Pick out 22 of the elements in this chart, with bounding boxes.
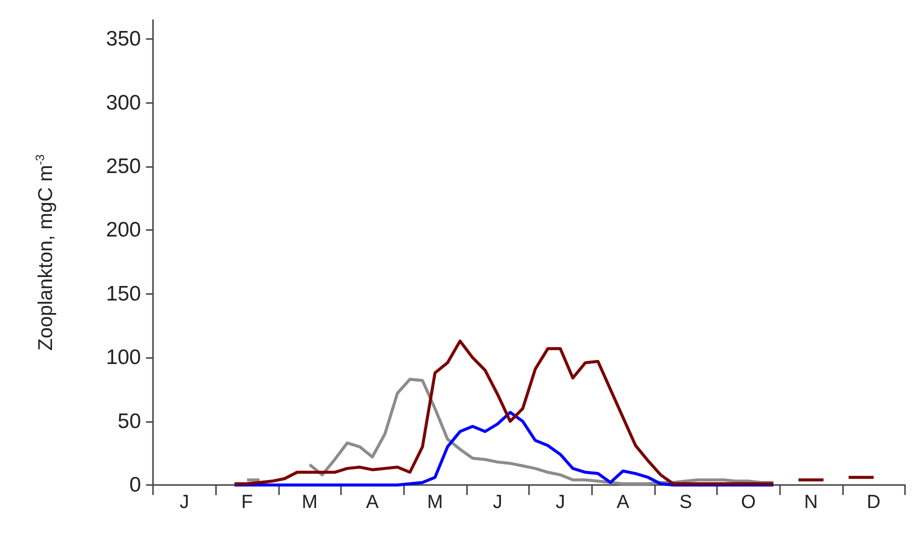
y-tick-label: 100	[106, 346, 141, 370]
line-series	[232, 410, 775, 486]
x-tick-label: J	[180, 492, 190, 513]
x-tick-label: M	[427, 492, 443, 513]
y-tick-label: 300	[106, 91, 141, 114]
x-tick-label: S	[679, 492, 692, 513]
y-tick-label: 350	[106, 28, 141, 51]
x-tick-label: D	[866, 492, 881, 513]
x-tick-label: F	[241, 492, 253, 513]
y-tick-label: 50	[118, 410, 141, 433]
x-tick-label: O	[740, 492, 756, 513]
y-tick-label: 200	[106, 218, 141, 242]
x-tick-label: A	[616, 492, 630, 513]
x-tick-label: A	[366, 492, 379, 513]
x-tick-label: N	[804, 492, 818, 513]
y-tick-label: 0	[129, 474, 141, 496]
x-tick-label: J	[556, 492, 566, 513]
x-tick-label: J	[492, 492, 502, 513]
y-tick-label: 150	[106, 282, 141, 306]
y-tick-label: 250	[106, 155, 141, 178]
x-tick-label: M	[302, 492, 318, 513]
y-axis-title: Zooplankton, mgC m-3	[33, 154, 57, 351]
